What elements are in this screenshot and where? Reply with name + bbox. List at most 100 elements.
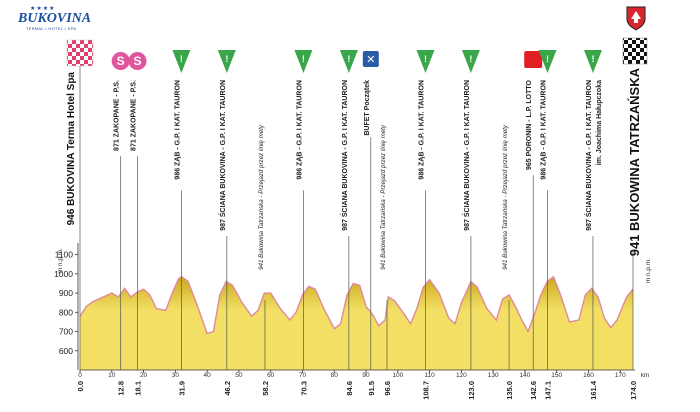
point-kom: ! 987 ŚCIANA BUKOVINA - G.P. I KAT. TAURO… bbox=[217, 50, 236, 370]
point-kom: ! 986 ZĄB - G.P. I KAT. TAURON bbox=[294, 50, 313, 370]
point-label: 986 ZĄB - G.P. I KAT. TAURON bbox=[174, 80, 181, 180]
y-axis-label-right: m n.p.m. bbox=[645, 258, 652, 283]
kom-marker-mark: ! bbox=[302, 54, 305, 64]
x-tick-label: 110 bbox=[424, 372, 435, 379]
kom-marker bbox=[416, 50, 435, 73]
point-label: 941 Bukowina Tatrzańska - Przejazd przez… bbox=[380, 124, 387, 270]
bonus-marker bbox=[524, 51, 543, 68]
point-km-label: 135.0 bbox=[505, 381, 514, 400]
logo-name: BUKOVINA bbox=[18, 11, 92, 26]
point-label: 941 Bukowina Tatrzańska - Przejazd przez… bbox=[502, 124, 509, 270]
x-tick-label: 60 bbox=[267, 372, 275, 379]
point-label: 965 PORONIN - L.P. LOTTO bbox=[526, 79, 533, 170]
kom-marker-mark: ! bbox=[591, 54, 594, 64]
x-tick-label: 170 bbox=[615, 372, 626, 379]
point-km-label: 18.1 bbox=[134, 381, 143, 396]
sprint-marker bbox=[128, 52, 147, 70]
kom-marker bbox=[339, 50, 358, 73]
x-tick-label: 90 bbox=[362, 372, 370, 379]
feed-marker bbox=[362, 51, 379, 67]
profile-area bbox=[80, 276, 633, 370]
sprint-marker-letter: S bbox=[134, 54, 142, 68]
logo-stars: ★★★★ bbox=[30, 6, 56, 12]
coat-of-arms-icon bbox=[626, 6, 646, 31]
x-tick-label: 140 bbox=[520, 372, 531, 379]
point-label: 987 ŚCIANA BUKOVINA - G.P. I KAT. TAURON bbox=[218, 80, 227, 231]
x-tick-label: 50 bbox=[235, 372, 243, 379]
point-line: 941 Bukowina Tatrzańska - Przejazd przez… bbox=[502, 124, 510, 370]
y-axis-label: m n.p.m. bbox=[57, 248, 64, 273]
point-km-label: 0.0 bbox=[76, 381, 85, 391]
point-kom: ! 987 ŚCIANA BUKOVINA - G.P. I KAT. TAURO… bbox=[339, 50, 358, 370]
point-km-label: 46.2 bbox=[223, 381, 232, 396]
point-label: 871 ZAKOPANE - P.S. bbox=[131, 80, 138, 151]
profile-outline bbox=[79, 275, 634, 335]
point-bonus: 965 PORONIN - L.P. LOTTO bbox=[524, 51, 543, 370]
kom-marker-mark: ! bbox=[225, 54, 228, 64]
point-label: 986 ZĄB - G.P. I KAT. TAURON bbox=[418, 80, 425, 180]
point-kom: ! 986 ZĄB - G.P. I KAT. TAURON bbox=[172, 50, 191, 370]
start-flag bbox=[66, 39, 94, 67]
x-tick-label: 120 bbox=[456, 372, 467, 379]
x-unit-label: km bbox=[641, 372, 650, 379]
point-km-label: 91.5 bbox=[367, 381, 376, 396]
x-tick-label: 0 bbox=[78, 372, 82, 379]
point-sprint: S 871 ZAKOPANE - P.S. bbox=[111, 52, 130, 370]
point-kom: ! 986 ZĄB - G.P. I KAT. TAURON bbox=[416, 50, 435, 370]
point-km-label: 123.0 bbox=[467, 381, 476, 400]
start-label: 946 BUKOVINA Terma Hotel Spa bbox=[66, 72, 77, 226]
point-sprint: S 871 ZAKOPANE - P.S. bbox=[128, 52, 147, 370]
x-tick-label: 100 bbox=[392, 372, 403, 379]
finish-label: 941 BUKOWINA TATRZAŃSKA bbox=[627, 67, 642, 256]
point-label: 987 ŚCIANA BUKOVINA - G.P. I KAT. TAURON bbox=[584, 80, 593, 231]
point-km-label: 84.6 bbox=[345, 381, 354, 396]
x-tick-label: 160 bbox=[583, 372, 594, 379]
logo-tagline: TERMAL • HOTEL • SPA bbox=[26, 26, 77, 31]
point-km-label: 31.9 bbox=[177, 381, 186, 396]
kom-marker-mark: ! bbox=[180, 54, 183, 64]
x-tick-label: 150 bbox=[551, 372, 562, 379]
kom-marker-mark: ! bbox=[469, 54, 472, 64]
point-line: 941 Bukowina Tatrzańska - Przejazd przez… bbox=[380, 124, 388, 370]
y-tick-label: 1000 bbox=[54, 269, 73, 279]
point-kom: ! 987 ŚCIANA BUKOVINA - G.P. I KAT. TAURO… bbox=[583, 50, 602, 370]
point-feed: ✕ BUFET Początek bbox=[362, 51, 379, 370]
point-label: 987 ŚCIANA BUKOVINA - G.P. I KAT. TAURON bbox=[462, 80, 471, 231]
point-line: 941 Bukowina Tatrzańska - Przejazd przez… bbox=[258, 124, 266, 370]
kom-marker bbox=[172, 50, 191, 73]
finish-flag bbox=[622, 37, 648, 65]
x-tick-label: 70 bbox=[299, 372, 307, 379]
x-tick-label: 130 bbox=[488, 372, 499, 379]
point-km-label: 142.6 bbox=[529, 381, 538, 400]
sprint-marker bbox=[111, 52, 130, 70]
y-tick-label: 800 bbox=[59, 307, 73, 317]
x-tick-label: 40 bbox=[204, 372, 212, 379]
point-km-label: 161.4 bbox=[589, 380, 598, 400]
kom-marker bbox=[461, 50, 480, 73]
point-km-label: 58.2 bbox=[261, 381, 270, 396]
point-label: 987 ŚCIANA BUKOVINA - G.P. I KAT. TAURON bbox=[340, 80, 349, 231]
y-tick-label: 900 bbox=[59, 288, 73, 298]
point-km-label: 96.6 bbox=[383, 381, 392, 396]
bukovina-logo: ★★★★ BUKOVINA TERMAL • HOTEL • SPA bbox=[12, 6, 108, 36]
point-label: 941 Bukowina Tatrzańska - Przejazd przez… bbox=[258, 124, 265, 270]
point-label: BUFET Początek bbox=[364, 80, 371, 136]
x-tick-label: 80 bbox=[331, 372, 339, 379]
kom-marker bbox=[583, 50, 602, 73]
kom-marker bbox=[294, 50, 313, 73]
extra-point-label: im. Joachima Hałupczoka bbox=[596, 80, 603, 165]
kom-marker-mark: ! bbox=[424, 54, 427, 64]
point-kom: ! 986 ZĄB - G.P. I KAT. TAURON bbox=[538, 50, 557, 370]
point-km-label: 147.1 bbox=[544, 381, 553, 400]
kom-marker bbox=[217, 50, 236, 73]
y-tick-label: 1100 bbox=[55, 250, 74, 260]
point-label: 871 ZAKOPANE - P.S. bbox=[114, 80, 121, 151]
y-tick-label: 700 bbox=[59, 327, 73, 337]
kom-marker-mark: ! bbox=[347, 54, 350, 64]
point-kom: ! 987 ŚCIANA BUKOVINA - G.P. I KAT. TAURO… bbox=[461, 50, 480, 370]
point-km-label: 70.3 bbox=[299, 381, 308, 396]
x-tick-label: 20 bbox=[140, 372, 148, 379]
point-km-label: 108.7 bbox=[421, 381, 430, 400]
